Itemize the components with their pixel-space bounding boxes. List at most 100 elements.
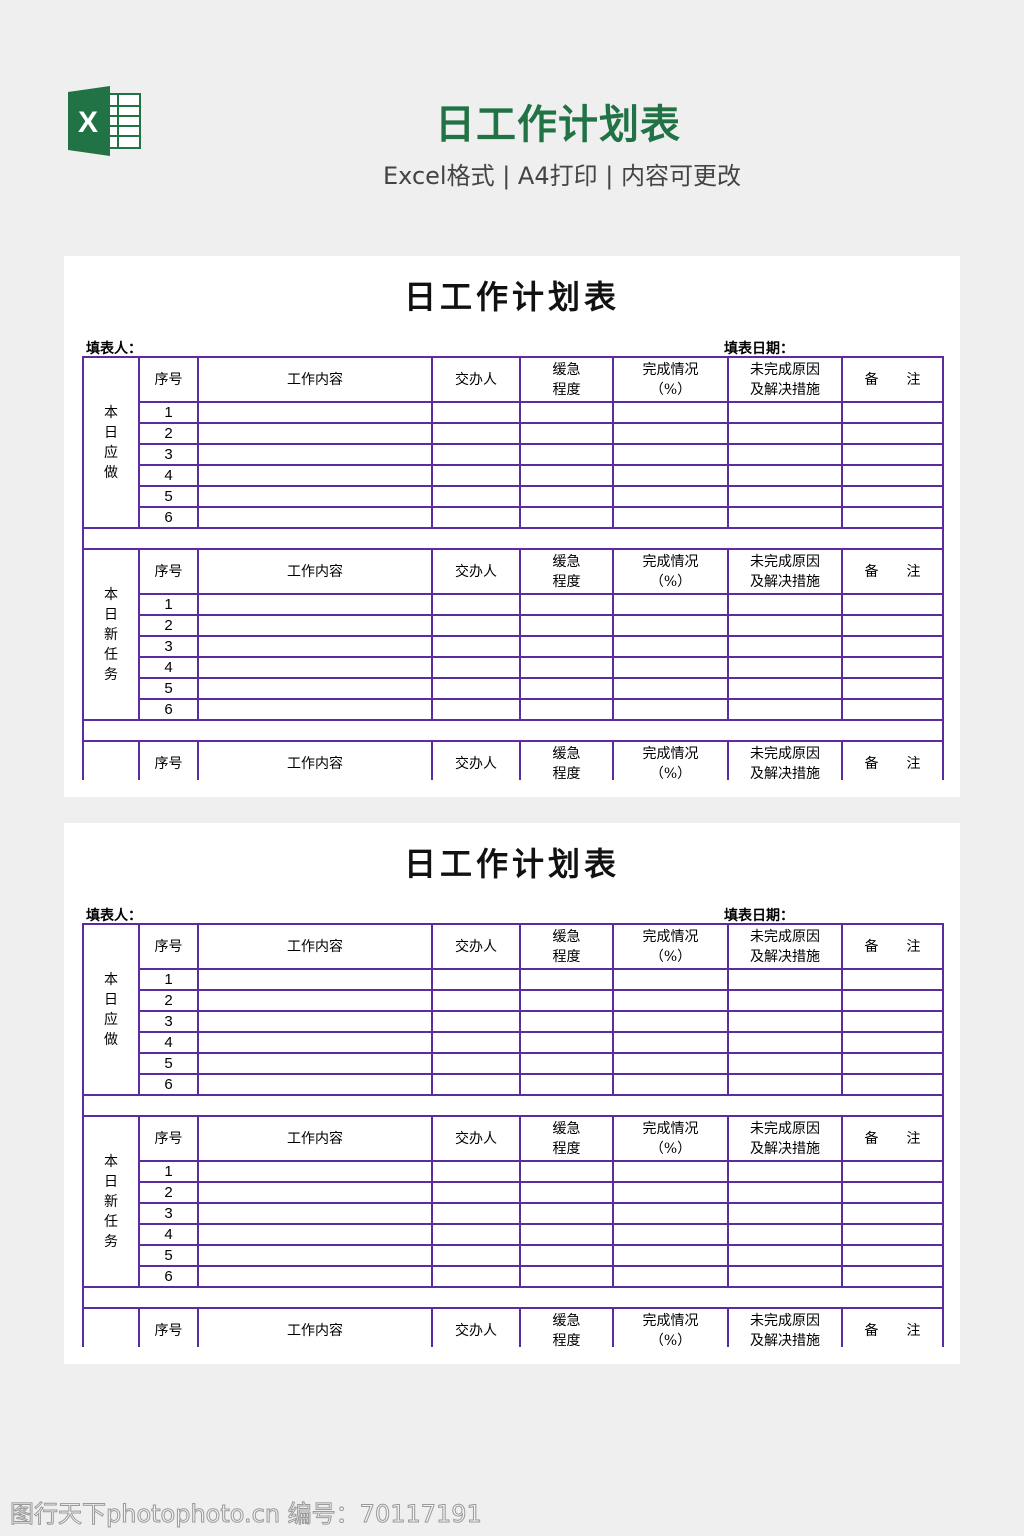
table-cell[interactable] <box>841 635 944 658</box>
table-cell[interactable] <box>197 968 433 991</box>
table-cell[interactable] <box>612 443 729 466</box>
table-cell[interactable] <box>519 698 614 721</box>
table-cell[interactable] <box>727 443 843 466</box>
table-cell[interactable] <box>431 1160 521 1183</box>
table-cell[interactable] <box>519 1073 614 1096</box>
table-cell[interactable] <box>197 1160 433 1183</box>
table-cell[interactable] <box>519 443 614 466</box>
table-cell[interactable] <box>727 968 843 991</box>
table-cell[interactable] <box>197 989 433 1012</box>
table-cell[interactable] <box>727 1223 843 1246</box>
table-cell[interactable] <box>841 1265 944 1288</box>
table-cell[interactable] <box>431 1052 521 1075</box>
table-cell[interactable] <box>727 1010 843 1033</box>
table-cell[interactable] <box>841 698 944 721</box>
table-cell[interactable] <box>197 1031 433 1054</box>
table-cell[interactable] <box>197 1223 433 1246</box>
table-cell[interactable] <box>612 698 729 721</box>
table-cell[interactable] <box>612 656 729 679</box>
table-cell[interactable] <box>197 443 433 466</box>
table-cell[interactable] <box>197 464 433 487</box>
table-cell[interactable] <box>612 1160 729 1183</box>
table-cell[interactable] <box>841 989 944 1012</box>
table-cell[interactable] <box>197 1202 433 1225</box>
table-cell[interactable] <box>612 422 729 445</box>
table-cell[interactable] <box>612 1265 729 1288</box>
table-cell[interactable] <box>841 677 944 700</box>
table-cell[interactable] <box>727 485 843 508</box>
table-cell[interactable] <box>727 1202 843 1225</box>
table-cell[interactable] <box>612 1010 729 1033</box>
table-cell[interactable] <box>197 1181 433 1204</box>
table-cell[interactable] <box>727 1160 843 1183</box>
table-cell[interactable] <box>612 1223 729 1246</box>
table-cell[interactable] <box>612 506 729 529</box>
table-cell[interactable] <box>519 1265 614 1288</box>
table-cell[interactable] <box>727 464 843 487</box>
table-cell[interactable] <box>841 1052 944 1075</box>
table-cell[interactable] <box>727 698 843 721</box>
table-cell[interactable] <box>727 1265 843 1288</box>
table-cell[interactable] <box>197 506 433 529</box>
table-cell[interactable] <box>431 968 521 991</box>
table-cell[interactable] <box>612 593 729 616</box>
table-cell[interactable] <box>519 1031 614 1054</box>
table-cell[interactable] <box>519 464 614 487</box>
table-cell[interactable] <box>727 614 843 637</box>
table-cell[interactable] <box>612 1244 729 1267</box>
table-cell[interactable] <box>519 1223 614 1246</box>
table-cell[interactable] <box>612 677 729 700</box>
table-cell[interactable] <box>197 422 433 445</box>
table-cell[interactable] <box>519 989 614 1012</box>
table-cell[interactable] <box>727 1181 843 1204</box>
table-cell[interactable] <box>519 677 614 700</box>
table-cell[interactable] <box>197 677 433 700</box>
table-cell[interactable] <box>519 422 614 445</box>
table-cell[interactable] <box>431 635 521 658</box>
table-cell[interactable] <box>197 1244 433 1267</box>
table-cell[interactable] <box>841 506 944 529</box>
table-cell[interactable] <box>841 614 944 637</box>
table-cell[interactable] <box>519 1244 614 1267</box>
table-cell[interactable] <box>841 656 944 679</box>
table-cell[interactable] <box>197 1265 433 1288</box>
table-cell[interactable] <box>841 1181 944 1204</box>
table-cell[interactable] <box>727 593 843 616</box>
table-cell[interactable] <box>431 485 521 508</box>
table-cell[interactable] <box>841 1223 944 1246</box>
table-cell[interactable] <box>519 1052 614 1075</box>
table-cell[interactable] <box>431 1223 521 1246</box>
table-cell[interactable] <box>431 1244 521 1267</box>
table-cell[interactable] <box>519 1160 614 1183</box>
table-cell[interactable] <box>841 1202 944 1225</box>
table-cell[interactable] <box>431 1202 521 1225</box>
table-cell[interactable] <box>612 989 729 1012</box>
table-cell[interactable] <box>431 593 521 616</box>
table-cell[interactable] <box>727 635 843 658</box>
table-cell[interactable] <box>841 464 944 487</box>
table-cell[interactable] <box>431 1265 521 1288</box>
table-cell[interactable] <box>431 677 521 700</box>
table-cell[interactable] <box>612 485 729 508</box>
table-cell[interactable] <box>727 422 843 445</box>
table-cell[interactable] <box>841 1031 944 1054</box>
table-cell[interactable] <box>612 1031 729 1054</box>
table-cell[interactable] <box>197 1010 433 1033</box>
table-cell[interactable] <box>197 401 433 424</box>
table-cell[interactable] <box>197 1073 433 1096</box>
table-cell[interactable] <box>519 1181 614 1204</box>
table-cell[interactable] <box>197 485 433 508</box>
table-cell[interactable] <box>431 656 521 679</box>
table-cell[interactable] <box>727 506 843 529</box>
table-cell[interactable] <box>612 1181 729 1204</box>
table-cell[interactable] <box>727 656 843 679</box>
table-cell[interactable] <box>431 698 521 721</box>
table-cell[interactable] <box>197 614 433 637</box>
table-cell[interactable] <box>197 656 433 679</box>
table-cell[interactable] <box>431 506 521 529</box>
table-cell[interactable] <box>431 989 521 1012</box>
table-cell[interactable] <box>612 464 729 487</box>
table-cell[interactable] <box>612 401 729 424</box>
table-cell[interactable] <box>431 1181 521 1204</box>
table-cell[interactable] <box>431 422 521 445</box>
